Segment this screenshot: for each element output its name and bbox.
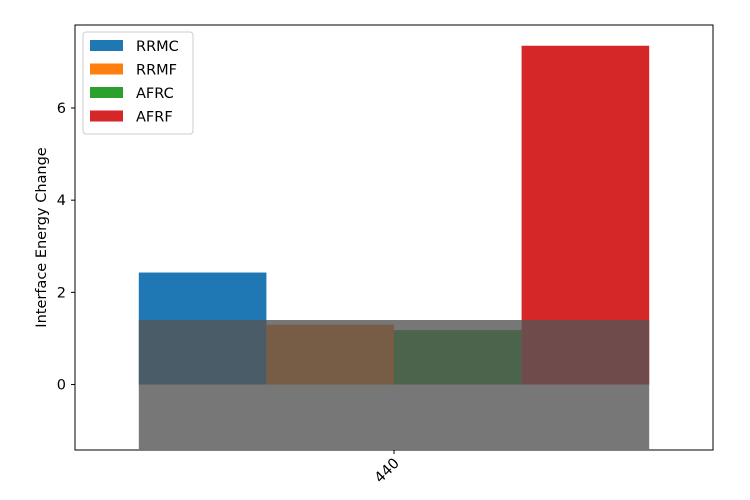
y-tick-label-6: 6 (57, 101, 66, 117)
legend-label-afrc: AFRC (136, 86, 174, 102)
legend-label-rrmf: RRMF (136, 63, 177, 79)
legend-swatch-rrmf (90, 63, 123, 75)
y-tick-label-0: 0 (57, 378, 66, 394)
legend-swatch-afrf (90, 110, 123, 122)
legend-label-rrmc: RRMC (136, 39, 179, 55)
legend-swatch-rrmc (90, 40, 123, 51)
y-tick-label-4: 4 (57, 193, 66, 209)
y-axis: 0 2 4 6 (57, 101, 75, 394)
x-axis: 440 (372, 450, 403, 486)
y-axis-label: Interface Energy Change (34, 147, 50, 327)
y-tick-label-2: 2 (57, 285, 66, 301)
error-band (138, 320, 650, 450)
legend-swatch-afrc (90, 87, 123, 98)
legend: RRMC RRMF AFRC AFRF (82, 31, 194, 135)
legend-box (82, 31, 194, 135)
x-tick-label-440: 440 (372, 456, 403, 487)
legend-label-afrf: AFRF (136, 110, 173, 126)
